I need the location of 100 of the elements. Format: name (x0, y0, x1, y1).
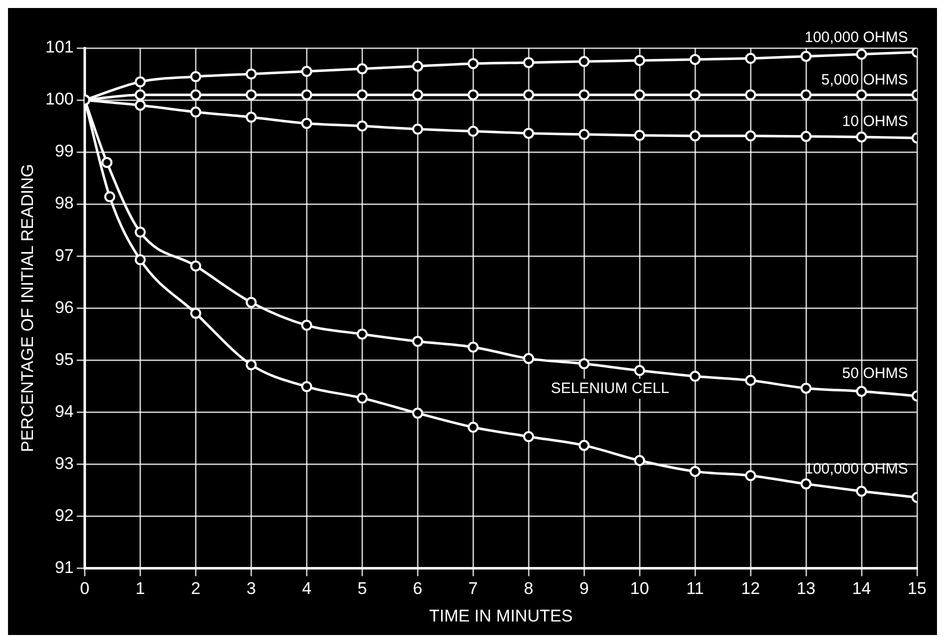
x-tick-label: 1 (136, 579, 145, 598)
y-axis-title: PERCENTAGE OF INITIAL READING (18, 164, 37, 452)
point (190, 71, 202, 82)
point (468, 126, 479, 137)
point (356, 89, 368, 100)
series-label: 50 OHMS (842, 364, 908, 382)
point (523, 128, 534, 139)
point (356, 63, 368, 74)
x-tick-label: 7 (468, 579, 478, 598)
y-tick-label: 100 (45, 90, 74, 109)
point (246, 112, 257, 123)
x-tick-label: 6 (412, 579, 422, 598)
point (578, 358, 590, 370)
point (800, 478, 812, 490)
x-tick-label: 2 (190, 579, 200, 598)
point (856, 48, 868, 60)
x-tick-label: 9 (579, 579, 589, 598)
point (101, 156, 112, 168)
y-tick-label: 98 (54, 194, 74, 213)
x-tick-label: 4 (302, 579, 312, 598)
point (745, 52, 756, 64)
point (468, 342, 479, 353)
point (468, 58, 479, 70)
annotation: SELENIUM CELL (550, 380, 670, 397)
point (412, 89, 424, 100)
y-tick-label: 91 (54, 558, 74, 577)
point (190, 89, 202, 100)
point (356, 392, 368, 404)
series-label: 10 OHMS (842, 113, 908, 130)
point (190, 106, 202, 118)
point (690, 466, 701, 477)
point (578, 89, 590, 100)
point (246, 68, 257, 80)
point (134, 254, 146, 266)
point (578, 56, 590, 68)
y-tick-label: 93 (54, 454, 74, 473)
point (523, 57, 534, 68)
point (634, 130, 646, 141)
point (745, 130, 756, 142)
series-label: 100,000 OHMS (804, 28, 908, 46)
x-tick-label: 11 (686, 579, 704, 598)
y-tick-label: 96 (54, 298, 74, 317)
point (190, 260, 202, 272)
point (800, 50, 812, 62)
point (634, 455, 646, 466)
point (690, 54, 701, 65)
y-tick-label: 95 (54, 350, 74, 369)
point (301, 118, 312, 129)
x-tick-label: 8 (524, 579, 534, 598)
point (301, 66, 312, 77)
x-tick-label: 3 (246, 579, 256, 598)
point (690, 130, 701, 142)
point (412, 60, 424, 72)
x-tick-label: 10 (630, 579, 650, 598)
point (690, 370, 701, 382)
point (856, 386, 868, 397)
point (745, 89, 756, 100)
point (856, 89, 868, 100)
point (800, 89, 812, 100)
point (104, 191, 116, 202)
point (800, 130, 812, 142)
point (412, 124, 424, 135)
point (301, 320, 312, 331)
point (634, 365, 646, 376)
point (800, 382, 812, 394)
x-tick-label: 5 (357, 579, 367, 598)
x-axis-title: TIME IN MINUTES (429, 606, 573, 626)
x-tick-label: 12 (741, 579, 760, 598)
point (634, 54, 646, 66)
x-tick-label: 0 (80, 579, 90, 598)
y-tick-label: 92 (54, 506, 74, 525)
point (523, 89, 534, 100)
y-tick-label: 97 (54, 246, 74, 265)
point (690, 89, 701, 100)
x-tick-label: 15 (908, 579, 926, 598)
x-tick-label: 13 (796, 579, 816, 598)
point (246, 296, 257, 308)
point (301, 89, 312, 100)
point (856, 131, 868, 142)
point (745, 374, 756, 386)
point (134, 89, 146, 100)
y-tick-label: 99 (54, 142, 74, 161)
series-label: 5,000 OHMS (821, 71, 908, 88)
point (578, 440, 590, 451)
point (412, 408, 424, 419)
x-tick-label: 14 (852, 579, 871, 598)
y-tick-label: 101 (45, 38, 74, 57)
point (356, 328, 368, 340)
point (301, 381, 312, 392)
point (412, 336, 424, 347)
point (134, 76, 146, 88)
point (468, 422, 479, 433)
y-tick-label: 94 (54, 402, 74, 421)
point (246, 89, 257, 100)
point (468, 89, 479, 100)
point (246, 359, 257, 370)
point (134, 100, 146, 111)
point (523, 353, 534, 364)
point (634, 89, 646, 100)
point (134, 226, 146, 238)
